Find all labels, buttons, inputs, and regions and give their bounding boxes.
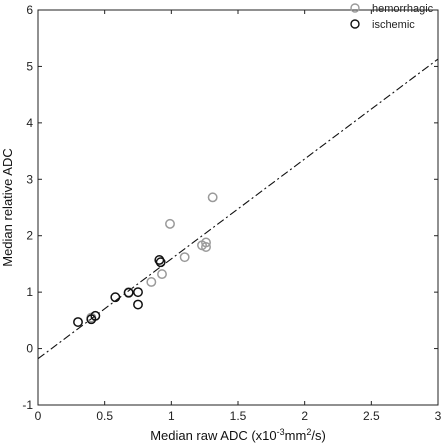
- hemorrhagic-point: [165, 218, 175, 229]
- legend: hemorrhagic ischemic: [350, 3, 434, 31]
- y-tick-label: -1: [22, 398, 33, 412]
- y-tick-label: 1: [26, 285, 33, 299]
- fit-line: [38, 58, 438, 360]
- y-axis-label: Median relative ADC: [0, 148, 15, 267]
- ischemic-point: [90, 310, 101, 321]
- y-tick-label: 6: [26, 3, 33, 17]
- ischemic-point: [133, 287, 143, 298]
- ischemic-point: [73, 317, 83, 327]
- y-tick-label: 3: [26, 172, 33, 186]
- hemorrhagic-point: [207, 192, 218, 203]
- plot-area: [37, 9, 439, 406]
- y-tick-label: 2: [26, 229, 33, 243]
- legend-label-ischemic: ischemic: [372, 19, 415, 31]
- plot-frame: [37, 9, 439, 406]
- hemorrhagic-point: [201, 237, 211, 248]
- ischemic-point: [155, 257, 166, 268]
- x-tick-label: 0: [35, 409, 42, 423]
- ischemic-point: [133, 299, 143, 310]
- x-tick-label: 1.5: [230, 409, 247, 423]
- x-tick-label: 1: [168, 409, 175, 423]
- x-tick-label: 3: [435, 409, 442, 423]
- x-tick-label: 0.5: [96, 409, 113, 423]
- x-tick-label: 2: [301, 409, 308, 423]
- hemorrhagic-point: [201, 242, 211, 252]
- y-tick-label: 0: [26, 342, 33, 356]
- ischemic-point: [110, 292, 121, 303]
- hemorrhagic-point: [179, 252, 190, 263]
- ischemic-point: [123, 287, 134, 298]
- hemorrhagic-point: [146, 277, 157, 287]
- hemorrhagic-point: [157, 269, 167, 280]
- y-tick-label: 4: [26, 116, 33, 130]
- data-points: [73, 192, 218, 327]
- legend-label-hemorrhagic: hemorrhagic: [372, 3, 434, 15]
- x-axis-label: Median raw ADC (x10-3mm2/s): [150, 427, 326, 443]
- x-tick-label: 2.5: [363, 409, 380, 423]
- y-tick-label: 5: [26, 59, 33, 73]
- legend-marker-ischemic: [350, 19, 360, 29]
- legend-marker-hemorrhagic: [350, 3, 360, 13]
